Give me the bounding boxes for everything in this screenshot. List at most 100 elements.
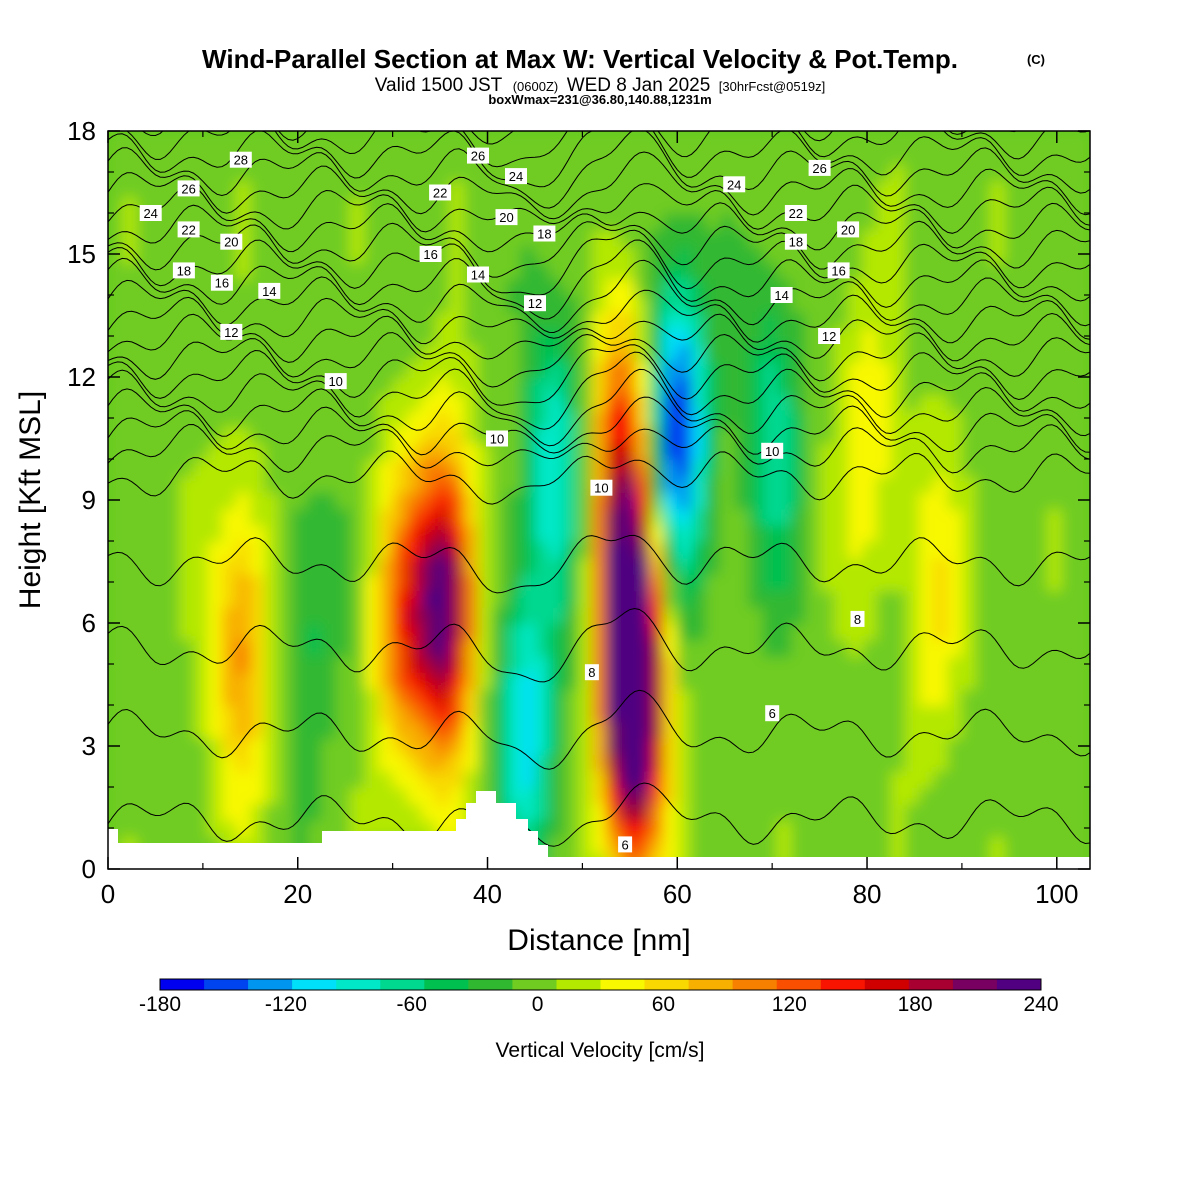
velocity-cell xyxy=(876,442,892,460)
velocity-cell xyxy=(634,393,650,411)
velocity-cell xyxy=(720,262,736,280)
velocity-cell xyxy=(1004,508,1020,526)
velocity-cell xyxy=(620,229,636,247)
velocity-cell xyxy=(705,737,721,756)
velocity-cell xyxy=(890,836,906,854)
velocity-cell xyxy=(1033,590,1049,608)
velocity-cell xyxy=(691,508,707,526)
velocity-cell xyxy=(478,311,494,329)
velocity-cell xyxy=(905,836,921,854)
velocity-cell xyxy=(278,787,294,805)
velocity-cell xyxy=(819,754,835,772)
velocity-cell xyxy=(720,147,736,165)
velocity-cell xyxy=(307,180,323,198)
velocity-cell xyxy=(634,655,650,674)
velocity-cell xyxy=(620,721,636,739)
velocity-cell xyxy=(449,180,465,198)
velocity-cell xyxy=(976,311,992,329)
velocity-cell xyxy=(705,442,721,460)
velocity-cell xyxy=(421,163,437,182)
velocity-cell xyxy=(919,295,935,313)
velocity-cell xyxy=(250,508,266,526)
velocity-cell xyxy=(378,623,394,641)
velocity-cell xyxy=(563,278,579,296)
velocity-cell xyxy=(890,573,906,592)
velocity-cell xyxy=(848,180,864,198)
velocity-cell xyxy=(876,836,892,854)
velocity-cell xyxy=(791,344,807,362)
velocity-cell xyxy=(492,508,508,526)
velocity-cell xyxy=(748,491,764,510)
velocity-cell xyxy=(606,327,622,346)
velocity-cell xyxy=(1075,131,1090,149)
velocity-cell xyxy=(1018,606,1034,624)
velocity-cell xyxy=(577,541,593,559)
velocity-cell xyxy=(207,327,223,346)
velocity-cell xyxy=(307,803,323,821)
velocity-cell xyxy=(819,836,835,854)
velocity-cell xyxy=(478,770,494,788)
velocity-cell xyxy=(378,721,394,739)
velocity-cell xyxy=(805,819,821,838)
velocity-cell xyxy=(520,131,536,149)
velocity-cell xyxy=(1047,590,1063,608)
velocity-cell xyxy=(122,573,138,592)
velocity-cell xyxy=(791,475,807,493)
velocity-cell xyxy=(848,344,864,362)
velocity-cell xyxy=(278,721,294,739)
velocity-cell xyxy=(150,327,166,346)
velocity-cell xyxy=(947,180,963,198)
velocity-cell xyxy=(520,508,536,526)
velocity-cell xyxy=(720,770,736,788)
velocity-cell xyxy=(577,508,593,526)
velocity-cell xyxy=(947,459,963,477)
velocity-cell xyxy=(890,623,906,641)
velocity-cell xyxy=(535,311,551,329)
velocity-cell xyxy=(1061,508,1077,526)
velocity-cell xyxy=(392,262,408,280)
velocity-cell xyxy=(705,770,721,788)
velocity-cell xyxy=(862,360,878,378)
velocity-cell xyxy=(449,131,465,149)
velocity-cell xyxy=(463,245,479,264)
velocity-cell xyxy=(406,803,423,821)
velocity-cell xyxy=(335,573,351,592)
velocity-cell xyxy=(221,573,238,592)
velocity-cell xyxy=(677,475,693,493)
contour-label-text: 14 xyxy=(471,268,485,283)
velocity-cell xyxy=(264,770,280,788)
velocity-cell xyxy=(406,262,423,280)
velocity-cell xyxy=(463,737,479,756)
velocity-cell xyxy=(819,360,835,378)
velocity-cell xyxy=(1075,803,1090,821)
velocity-cell xyxy=(748,770,764,788)
velocity-cell xyxy=(762,262,778,280)
velocity-cell xyxy=(933,442,949,460)
velocity-cell xyxy=(933,819,949,838)
velocity-cell xyxy=(421,508,437,526)
velocity-cell xyxy=(933,163,949,182)
velocity-cell xyxy=(193,606,209,624)
velocity-cell xyxy=(776,623,793,641)
velocity-cell xyxy=(293,426,309,444)
velocity-cell xyxy=(819,295,835,313)
velocity-cell xyxy=(720,836,736,854)
velocity-cell xyxy=(449,426,465,444)
velocity-cell xyxy=(449,557,465,575)
velocity-cell xyxy=(663,360,679,378)
velocity-cell xyxy=(278,311,294,329)
velocity-cell xyxy=(406,147,423,165)
velocity-cell xyxy=(705,672,721,690)
velocity-cell xyxy=(791,163,807,182)
velocity-cell xyxy=(1061,393,1077,411)
velocity-cell xyxy=(321,262,337,280)
velocity-cell xyxy=(791,754,807,772)
velocity-cell xyxy=(207,442,223,460)
velocity-cell xyxy=(876,229,892,247)
velocity-cell xyxy=(563,688,579,706)
velocity-cell xyxy=(1004,180,1020,198)
velocity-cell xyxy=(307,278,323,296)
velocity-cell xyxy=(1061,262,1077,280)
velocity-cell xyxy=(492,245,508,264)
velocity-cell xyxy=(421,573,437,592)
